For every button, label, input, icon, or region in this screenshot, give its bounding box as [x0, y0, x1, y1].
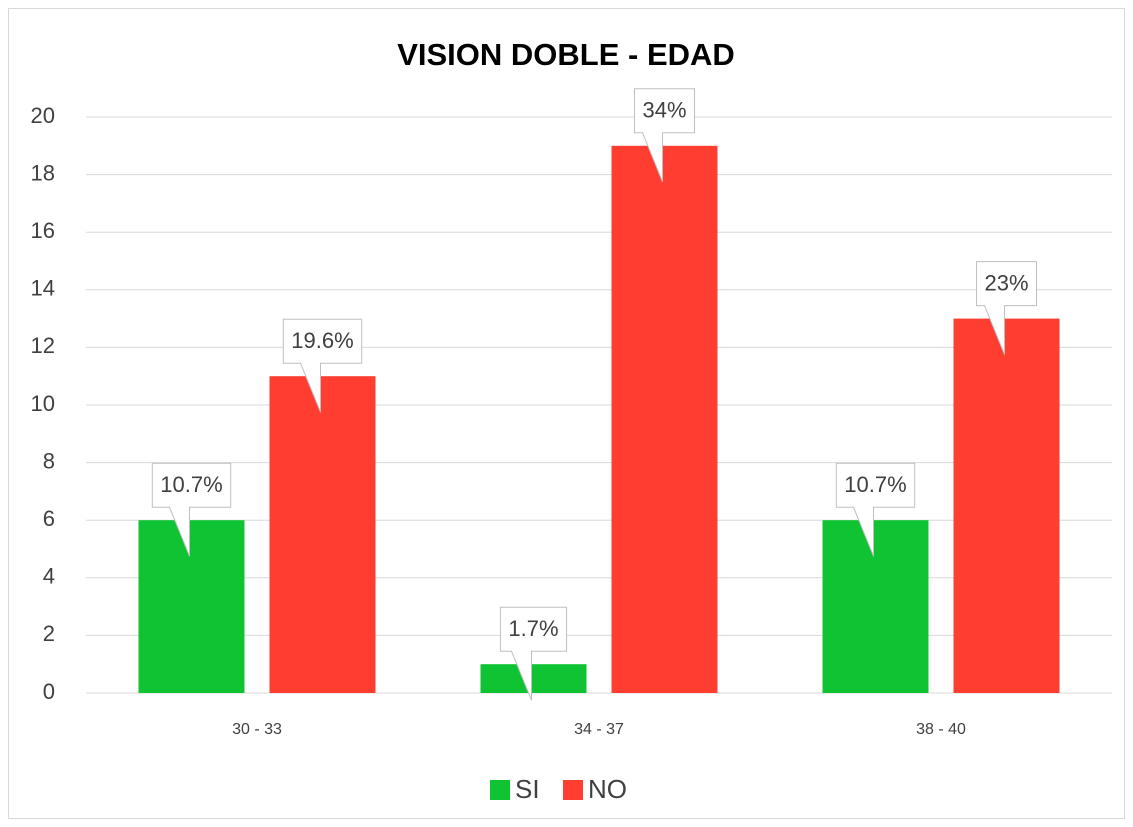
data-label-callout: 19.6% — [282, 318, 363, 413]
data-label: 10.7% — [160, 472, 222, 497]
legend-label: SI — [515, 774, 540, 804]
callout-box — [835, 462, 916, 557]
y-tick-label: 4 — [43, 564, 55, 589]
x-tick-label: 34 - 37 — [574, 721, 624, 738]
x-tick-label: 30 - 33 — [232, 721, 282, 738]
legend-swatch — [490, 780, 510, 800]
chart-title: VISION DOBLE - EDAD — [397, 37, 735, 72]
y-tick-label: 20 — [31, 103, 55, 128]
callout-box — [151, 462, 232, 557]
callout-box — [282, 318, 363, 413]
data-label: 1.7% — [508, 616, 558, 641]
bar — [611, 145, 718, 694]
data-label-callout: 23% — [975, 261, 1038, 355]
callout-box — [633, 88, 696, 182]
data-label-callout: 10.7% — [151, 462, 232, 557]
bar — [822, 520, 929, 693]
data-label: 23% — [984, 270, 1028, 295]
data-label-callout: 1.7% — [499, 606, 568, 701]
callout-box — [499, 606, 568, 701]
data-label: 34% — [642, 98, 686, 123]
data-label-callout: 10.7% — [835, 462, 916, 557]
bar — [138, 520, 245, 693]
data-label: 19.6% — [291, 328, 353, 353]
legend-swatch — [563, 780, 583, 800]
y-tick-label: 8 — [43, 448, 55, 473]
y-tick-label: 10 — [31, 391, 55, 416]
y-tick-label: 18 — [31, 160, 55, 185]
data-label-callout: 34% — [633, 88, 696, 182]
bar — [480, 664, 587, 693]
y-tick-label: 12 — [31, 333, 55, 358]
bar — [269, 376, 376, 693]
y-tick-label: 16 — [31, 218, 55, 243]
x-tick-label: 38 - 40 — [916, 721, 966, 738]
y-tick-label: 2 — [43, 621, 55, 646]
y-tick-label: 14 — [31, 276, 55, 301]
callout-box — [975, 261, 1038, 355]
y-tick-label: 6 — [43, 506, 55, 531]
y-tick-label: 0 — [43, 679, 55, 704]
legend-label: NO — [588, 774, 627, 804]
data-label: 10.7% — [844, 472, 906, 497]
bar — [953, 318, 1060, 693]
